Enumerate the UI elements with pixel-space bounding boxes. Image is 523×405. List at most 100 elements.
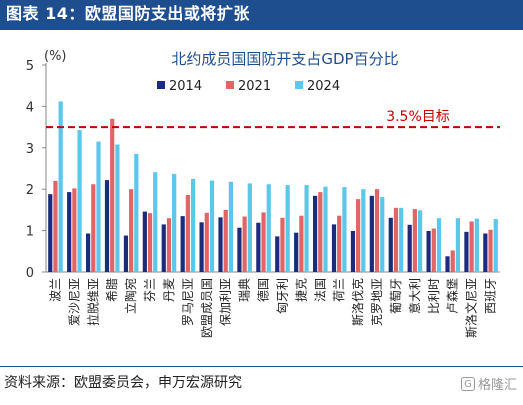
title-underline — [0, 28, 523, 30]
y-tick-label: 0 — [26, 266, 34, 281]
bar-2014 — [199, 222, 204, 272]
bar-2024 — [455, 218, 461, 272]
bar-2014 — [350, 231, 356, 272]
bar-2014 — [104, 180, 110, 272]
y-tick-label: 2 — [26, 183, 34, 198]
footer-divider — [0, 366, 523, 367]
y-axis: 0 1 2 3 4 5 — [26, 59, 500, 281]
bar-2014 — [294, 232, 299, 272]
legend-label-2024: 2024 — [307, 79, 340, 94]
bar-2021 — [72, 188, 77, 272]
legend-swatch-2014 — [157, 81, 165, 89]
x-tick-label: 波兰 — [48, 278, 62, 302]
bar-chart: 北约成员国国防开支占GDP百分比 (%) 0 1 2 3 4 5 3.5%目标 波兰 爱沙尼… — [26, 49, 500, 338]
bar-2024 — [228, 181, 234, 272]
bar-2021 — [393, 207, 399, 272]
x-tick-label: 保加利亚 — [219, 278, 233, 326]
bar-2014 — [180, 216, 185, 272]
bar-2024 — [209, 180, 215, 272]
bar-2024 — [417, 210, 423, 272]
bar-2024 — [285, 185, 290, 272]
legend-swatch-2024 — [295, 81, 303, 89]
figure-title: 图表 14：欧盟国防支出或将扩张 — [0, 0, 523, 28]
watermark-text: 格隆汇 — [477, 378, 517, 393]
bar-2021 — [53, 180, 58, 272]
bar-2021 — [110, 118, 115, 272]
x-tick-label: 瑞典 — [238, 278, 252, 302]
bar-2021 — [318, 192, 323, 272]
bar-2014 — [407, 224, 412, 272]
bar-2021 — [166, 218, 172, 272]
bar-2024 — [153, 172, 158, 272]
bar-2024 — [342, 187, 347, 272]
bar-2021 — [374, 189, 380, 272]
bar-2021 — [185, 195, 190, 272]
x-tick-label: 斯洛伐克 — [350, 278, 365, 326]
bar-2014 — [426, 231, 431, 272]
x-tick-label: 西班牙 — [484, 278, 498, 314]
x-tick-label: 立陶宛 — [123, 278, 138, 314]
bar-2021 — [412, 209, 417, 272]
x-tick-label: 芬兰 — [143, 278, 157, 302]
legend: 2014 2021 2024 — [157, 79, 340, 94]
bar-2024 — [361, 189, 366, 272]
x-axis-labels: 波兰 爱沙尼亚 拉脱维亚 希腊 立陶宛 芬兰 丹麦 罗马尼亚 欧盟成员国 保加利亚 瑞典 德国 匈牙利捷… — [48, 278, 497, 338]
x-tick-label: 比利时 — [427, 278, 441, 314]
bar-2024 — [380, 197, 385, 272]
bar-2014 — [123, 235, 129, 272]
x-tick-label: 斯洛文尼亚 — [464, 278, 479, 338]
bar-2021 — [223, 209, 228, 272]
bar-2024 — [436, 218, 442, 272]
bars-group — [48, 101, 498, 273]
bar-2024 — [190, 178, 196, 272]
bar-2021 — [280, 217, 285, 272]
bar-2024 — [323, 186, 328, 272]
x-tick-label: 欧盟成员国 — [200, 278, 214, 338]
bar-2014 — [388, 217, 393, 272]
bar-2024 — [474, 218, 479, 272]
bar-2024 — [77, 130, 82, 272]
bar-2021 — [356, 199, 361, 272]
x-tick-label: 德国 — [256, 278, 271, 302]
bar-2024 — [493, 219, 498, 272]
bar-2021 — [91, 184, 96, 272]
reference-line-group: 3.5%目标 — [46, 109, 500, 129]
bar-2024 — [304, 185, 309, 272]
x-tick-label: 希腊 — [104, 278, 119, 302]
bar-2021 — [450, 250, 455, 272]
bar-2021 — [488, 229, 493, 272]
legend-swatch-2021 — [226, 81, 234, 89]
bar-2021 — [469, 221, 474, 272]
source-note: 资料来源：欧盟委员会，申万宏源研究 — [4, 375, 242, 391]
bar-2024 — [134, 154, 139, 272]
bar-2024 — [115, 144, 120, 272]
x-tick-label: 荷兰 — [332, 278, 346, 302]
y-axis-unit-label: (%) — [44, 49, 67, 64]
bar-2014 — [237, 227, 242, 272]
bar-2024 — [399, 207, 404, 272]
bar-2014 — [48, 194, 53, 272]
x-tick-label: 卢森堡 — [445, 278, 460, 314]
watermark: G 格隆汇 — [460, 374, 517, 393]
bar-2014 — [483, 233, 488, 272]
bar-2014 — [445, 256, 450, 272]
bar-2014 — [312, 195, 318, 272]
bar-2021 — [204, 212, 209, 272]
bar-2021 — [299, 215, 304, 272]
bar-2014 — [369, 195, 374, 272]
bar-2014 — [142, 211, 147, 272]
y-tick-label: 3 — [26, 142, 34, 157]
reference-line-label: 3.5%目标 — [386, 109, 450, 125]
x-tick-label: 法国 — [313, 278, 327, 302]
bar-2014 — [218, 217, 223, 272]
bar-2021 — [431, 228, 436, 272]
bar-2021 — [129, 189, 134, 272]
x-tick-label: 拉脱维亚 — [85, 278, 100, 326]
legend-label-2014: 2014 — [169, 79, 202, 94]
x-tick-label: 捷克 — [294, 278, 308, 302]
bar-2014 — [331, 224, 337, 272]
bar-2021 — [337, 215, 342, 272]
bar-2014 — [161, 224, 166, 272]
x-tick-label: 意大利 — [407, 278, 422, 314]
x-tick-label: 爱沙尼亚 — [67, 278, 81, 326]
